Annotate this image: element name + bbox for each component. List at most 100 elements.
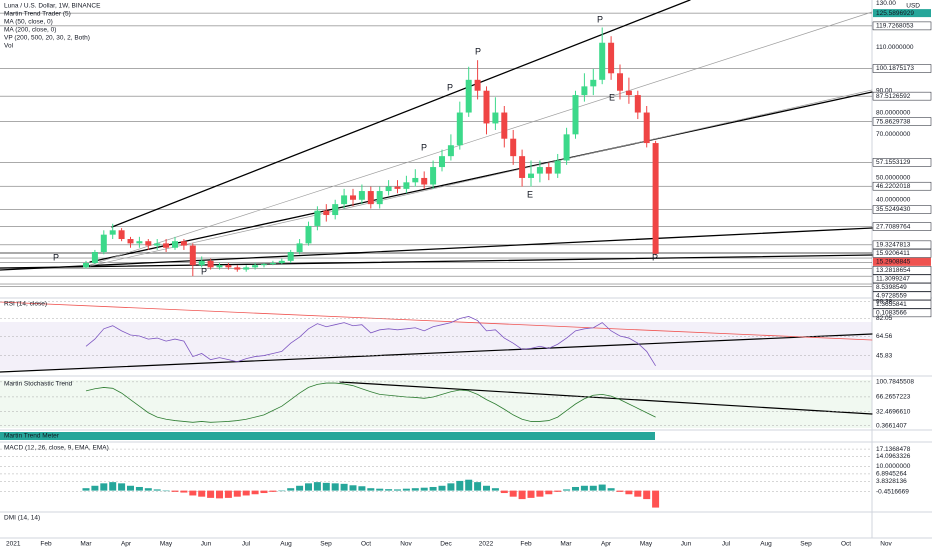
candle-body bbox=[528, 173, 534, 178]
time-label: Mar bbox=[80, 541, 92, 548]
level-label: 1.3655841 bbox=[876, 301, 907, 308]
pane-tick-label: 64.56 bbox=[876, 333, 893, 340]
macd-bar bbox=[491, 488, 499, 491]
level-label: 13.2818654 bbox=[876, 267, 911, 274]
macd-bar bbox=[411, 488, 419, 491]
time-label: Aug bbox=[280, 541, 292, 548]
trend-line bbox=[89, 11, 873, 266]
macd-bar bbox=[135, 486, 143, 491]
macd-bar bbox=[367, 488, 375, 491]
candle-body bbox=[341, 195, 348, 205]
time-label: Apr bbox=[601, 541, 612, 548]
time-label: Jul bbox=[242, 541, 251, 548]
macd-bar bbox=[349, 485, 357, 491]
level-label-box bbox=[872, 266, 932, 275]
pane-title[interactable]: Martin Stochastic Trend bbox=[4, 381, 73, 388]
candle-body bbox=[376, 191, 383, 205]
candle-body bbox=[590, 79, 597, 87]
level-label-box bbox=[872, 181, 932, 191]
stoch-trend-line bbox=[339, 381, 873, 415]
candle-body bbox=[456, 112, 463, 146]
level-label-box bbox=[872, 240, 932, 250]
symbol-title[interactable]: Luna / U.S. Dollar, 1W, BINANCE bbox=[4, 3, 101, 10]
annotation: P bbox=[652, 252, 658, 262]
candle-body bbox=[189, 245, 196, 266]
macd-bar bbox=[652, 490, 660, 508]
price-tick-label: 50.0000000 bbox=[876, 175, 911, 182]
candle-body bbox=[501, 112, 508, 139]
level-label: 11.3099247 bbox=[876, 276, 910, 283]
candle-body bbox=[394, 186, 401, 189]
candle-body bbox=[617, 73, 623, 91]
macd-bar bbox=[198, 490, 206, 497]
rsi-line bbox=[85, 316, 656, 367]
time-label: May bbox=[640, 541, 653, 548]
pane-tick-label: 17.1368478 bbox=[876, 446, 911, 453]
study-label[interactable]: MA (200, close, 0) bbox=[4, 27, 56, 34]
level-label: 75.8629738 bbox=[876, 118, 911, 125]
candle-body bbox=[536, 167, 543, 174]
level-label: 15.2908845 bbox=[876, 259, 911, 266]
time-label: Nov bbox=[400, 541, 412, 548]
levels bbox=[0, 12, 872, 288]
pane-tick-label: 45.83 bbox=[876, 352, 893, 359]
candle-body bbox=[545, 167, 552, 174]
pane-title[interactable]: Martin Trend Meter bbox=[4, 433, 60, 440]
pane-title[interactable]: RSI (14, close) bbox=[4, 301, 47, 308]
candle-body bbox=[234, 267, 241, 270]
macd-bar bbox=[447, 483, 455, 491]
candle-body bbox=[447, 145, 454, 157]
macd-bar bbox=[189, 490, 197, 496]
level-label-box bbox=[872, 308, 932, 318]
level-label-box bbox=[872, 91, 932, 101]
pane-title[interactable]: DMI (14, 14) bbox=[4, 515, 40, 522]
pane-tick-label: 82.05 bbox=[876, 315, 893, 322]
time-label: Dec bbox=[440, 541, 452, 548]
macd-bar bbox=[625, 490, 633, 495]
level-label-box bbox=[872, 64, 932, 73]
macd-bar bbox=[82, 488, 90, 491]
level-label: 15.9206411 bbox=[876, 250, 910, 257]
macd-bar bbox=[269, 490, 277, 492]
level-label-box bbox=[873, 9, 931, 18]
candle-body bbox=[243, 267, 250, 270]
pane-tick-label: 6.8945264 bbox=[876, 471, 907, 478]
time-label: Feb bbox=[520, 541, 532, 548]
candle-body bbox=[332, 204, 339, 216]
candle-body bbox=[305, 225, 312, 244]
candle-body bbox=[474, 79, 481, 91]
macd-bar bbox=[634, 490, 642, 497]
pane-title[interactable]: MACD (12, 26, close, 9, EMA, EMA) bbox=[4, 445, 109, 452]
candle-body bbox=[207, 260, 214, 268]
macd-bar bbox=[402, 488, 410, 491]
trend-line bbox=[89, 91, 873, 263]
candle-body bbox=[439, 156, 445, 168]
study-label[interactable]: MA (50, close, 0) bbox=[4, 19, 53, 26]
price-tick-label: 110.0000000 bbox=[876, 44, 914, 51]
candle-body bbox=[608, 42, 615, 74]
macd-bar bbox=[100, 483, 108, 491]
macd-bar bbox=[572, 486, 579, 491]
rsi-trend-line bbox=[0, 333, 873, 373]
annotation: P bbox=[447, 82, 453, 92]
pane-tick-label: 66.2657223 bbox=[876, 394, 911, 401]
candle-body bbox=[83, 263, 89, 268]
macd-bar bbox=[296, 485, 304, 491]
macd-bar bbox=[545, 490, 553, 495]
candle-body bbox=[225, 265, 232, 268]
level-label: 0.1083566 bbox=[876, 310, 907, 317]
time-label: Jul bbox=[722, 541, 731, 548]
level-label: 19.3247813 bbox=[876, 242, 911, 249]
level-label-box bbox=[872, 205, 932, 214]
level-label-box bbox=[872, 274, 932, 284]
study-label[interactable]: VP (200, 500, 20, 30, 2, Both) bbox=[4, 35, 90, 42]
level-label: 57.1553129 bbox=[876, 159, 911, 166]
candle-body bbox=[563, 134, 570, 161]
annotation: E bbox=[527, 189, 533, 199]
pane-tick-label: -0.4516669 bbox=[876, 488, 909, 495]
study-label[interactable]: Martin Trend Trader (5) bbox=[4, 11, 71, 18]
annotation: P bbox=[475, 46, 481, 56]
macd-bar bbox=[465, 479, 473, 491]
macd-bar bbox=[394, 489, 401, 491]
study-label[interactable]: Vol bbox=[4, 43, 14, 50]
